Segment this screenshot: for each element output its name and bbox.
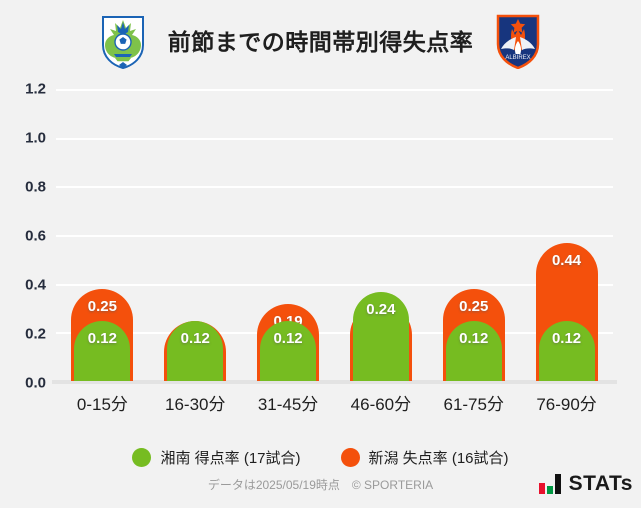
axis-baseline [52,380,617,384]
bar-slot: 0.190.12 [242,89,335,381]
stats-brand: STATs [538,472,633,496]
y-axis-tick-label: 0.0 [25,374,46,392]
shonan-bellmare-crest-icon [101,16,144,69]
source-note: データは2025/05/19時点 © SPORTERIA [207,478,434,492]
chart-header: 前節までの時間帯別得失点率 ALBIREX [0,0,641,80]
bar-value-label: 0.12 [551,329,582,347]
bar-value-label: 0.12 [87,329,117,347]
chart-footer: データは2025/05/19時点 © SPORTERIA STATs [0,472,641,508]
y-axis-tick-label: 0.4 [25,276,46,294]
gridline: 0.2 [25,325,613,342]
bar-slot: 0.190.24 [334,89,427,381]
page-title: 前節までの時間帯別得失点率 [167,29,474,55]
bar-slot: 0.25 0.12 [427,89,520,381]
bar-home[interactable]: 0.12 [167,320,224,381]
x-axis-tick-label: 31-45分 [257,395,319,414]
gridline: 1.2 [25,81,613,98]
y-axis-tick-label: 0.6 [25,227,46,245]
legend-item[interactable]: 新潟 失点率 (16試合) [340,447,509,468]
bar-value-label: 0.12 [459,329,489,347]
gridline: 1.0 [25,129,613,146]
bar-slot: 0.25 0.12 [56,89,149,381]
x-axis-tick-label: 61-75分 [443,395,504,414]
legend-item[interactable]: 湘南 得点率 (17試合) [132,447,301,468]
orange-circle-icon [340,448,360,467]
y-axis-tick-label: 1.2 [25,80,46,98]
x-axis-tick-label: 46-60分 [350,395,412,414]
legend-label: 新潟 失点率 (16試合) [368,450,509,467]
y-axis-tick-label: 1.0 [25,129,46,147]
bar-value-label: 0.24 [366,300,396,318]
brand-name: STATs [568,472,633,495]
bar-value-label: 0.25 [87,298,117,316]
x-axis-tick-label: 0-15分 [76,395,128,414]
bar-value-label: 0.12 [273,329,303,347]
gridline: 0.8 [25,178,613,195]
bar-home[interactable]: 0.12 [538,320,595,381]
albirex-niigata-crest-icon: ALBIREX [497,14,540,69]
bar-home[interactable]: 0.12 [445,320,502,381]
bar-value-label: 0.12 [180,329,210,347]
plot-area: 0.0 0.2 0.4 0.6 0.8 1.0 1.2 0.25 0.12 0.12 0.12 0.… [25,81,617,392]
bar-group: 0.250.120.120.120.190.120.190.240.250.12… [56,89,613,381]
y-axis-tick-label: 0.2 [25,325,46,343]
svg-text:ALBIREX: ALBIREX [506,55,531,61]
bar-slot: 0.120.12 [149,89,242,381]
bar-home[interactable]: 0.24 [352,291,409,381]
bar-value-label: 0.44 [551,251,582,269]
x-axis-tick-label: 16-30分 [165,395,226,414]
x-axis-tick-label: 76-90分 [536,395,597,414]
stats-bars-logo-icon [538,474,561,494]
gridline: 0.4 [25,276,613,293]
bar-home[interactable]: 0.12 [74,320,131,381]
bar-slot: 0.44 0.12 [520,89,613,381]
x-axis-labels: 0-15分 16-30分 31-45分 46-60分 61-75分 76-90分 [56,390,613,415]
legend-label: 湘南 得点率 (17試合) [160,450,301,467]
bar-value-label: 0.25 [459,298,489,316]
gridline: 0.6 [25,228,613,245]
chart-legend: 湘南 得点率 (17試合) 新潟 失点率 (16試合) [0,447,641,468]
bar-home[interactable]: 0.12 [260,320,317,381]
chart-plot-region: 0.0 0.2 0.4 0.6 0.8 1.0 1.2 0.25 0.12 0.12 0.12 0.… [0,80,641,392]
y-axis-tick-label: 0.8 [25,178,46,196]
green-circle-icon [132,448,152,467]
